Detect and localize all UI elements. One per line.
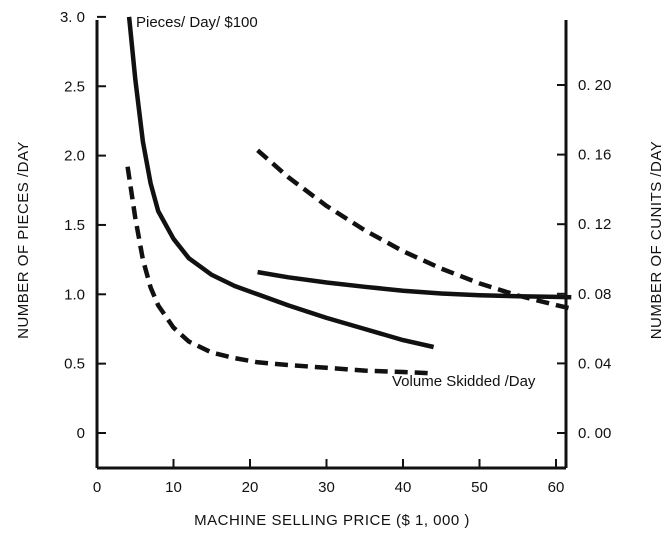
left-y-tick-label: 2.0: [64, 148, 85, 165]
x-tick-label: 30: [318, 479, 335, 496]
x-tick-label: 20: [242, 479, 259, 496]
left-y-axis-title: NUMBER OF PIECES /DAY: [15, 141, 32, 339]
left-y-tick-label: 0: [77, 425, 85, 442]
right-y-axis-title: NUMBER OF CUNITS /DAY: [648, 141, 665, 340]
left-y-tick-label: 1.0: [64, 286, 85, 303]
series-line-1-left-solid: [126, 16, 435, 350]
x-tick-label: 0: [93, 479, 101, 496]
x-axis-ticks: 0 10 20 30 40 50 60: [93, 459, 565, 496]
x-tick-label: 60: [548, 479, 565, 496]
annotation-pieces-per-day-per-100: Pieces/ Day/ $100: [136, 14, 258, 31]
right-y-tick-label: 0. 08: [578, 286, 611, 303]
x-tick-label: 10: [165, 479, 182, 496]
x-axis-title: MACHINE SELLING PRICE ($ 1, 000 ): [194, 512, 470, 529]
left-y-tick-label: 1.5: [64, 217, 85, 234]
right-y-tick-label: 0. 00: [578, 425, 611, 442]
x-tick-label: 50: [471, 479, 488, 496]
annotation-volume-skidded-per-day: Volume Skidded /Day: [392, 373, 536, 390]
right-y-axis-ticks: 0. 00 0. 04 0. 08 0. 12 0. 16 0. 20: [557, 77, 611, 442]
left-y-tick-label: 2.5: [64, 78, 85, 95]
right-y-tick-label: 0. 12: [578, 216, 611, 233]
left-y-tick-label: 3. 0: [60, 9, 85, 26]
right-y-tick-label: 0. 04: [578, 355, 611, 372]
series-line-2-left-dashed: [125, 166, 434, 376]
left-y-axis-ticks: 0 0.5 1.0 1.5 2.0 2.5 3. 0: [60, 9, 106, 442]
left-y-tick-label: 0.5: [64, 356, 85, 373]
series-group: [125, 16, 572, 376]
right-y-tick-label: 0. 20: [578, 77, 611, 94]
x-tick-label: 40: [395, 479, 412, 496]
series-line-3-right-solid: [257, 269, 572, 300]
series-line-4-right-dashed: [256, 148, 572, 311]
right-y-tick-label: 0. 16: [578, 147, 611, 164]
